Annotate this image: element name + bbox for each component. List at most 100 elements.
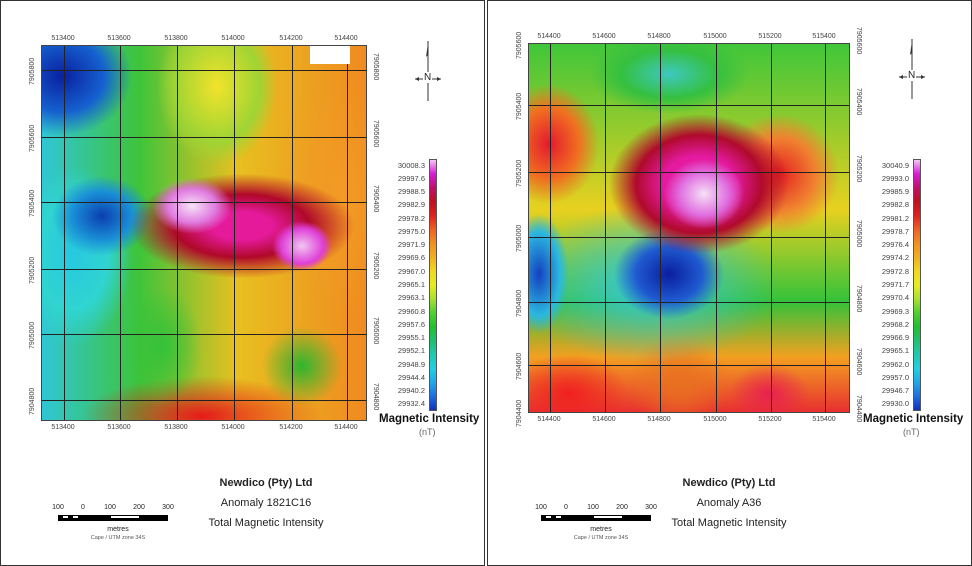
legend-value: 29982.9 [397, 200, 425, 210]
scale-tick-label: 100 [52, 504, 64, 511]
map-title: Newdico (Pty) Ltd Anomaly A36 Total Magn… [599, 473, 859, 533]
x-tick-label-bottom: 514000 [221, 424, 245, 431]
no-data-area [310, 46, 350, 64]
legend-value: 29946.7 [881, 386, 909, 396]
scale-bar-segment [63, 516, 68, 518]
x-tick-label-bottom: 513400 [51, 424, 75, 431]
scale-bar-graphic [541, 515, 651, 521]
scale-tick-label: 100 [104, 504, 116, 511]
y-tick-label-left: 7904600 [516, 352, 523, 380]
legend-value: 29948.9 [397, 359, 425, 369]
projection-label: Cape / UTM zone 34S [573, 535, 629, 541]
anomaly-name: Anomaly A36 [696, 497, 762, 509]
legend-value: 29968.2 [881, 319, 909, 329]
scale-tick-label: 100 [587, 504, 599, 511]
legend-value: 29985.9 [881, 187, 909, 197]
map-panel-right: 514400 514400 514600 514600 514800 514800 5150… [487, 0, 972, 566]
x-tick-label-top: 514600 [592, 33, 616, 40]
scale-bar-segment [556, 516, 561, 518]
magnetic-intensity-map [41, 45, 367, 421]
x-tick-label-top: 513800 [164, 35, 188, 42]
legend-value: 29932.4 [397, 399, 425, 409]
grid-line-horizontal [529, 172, 849, 173]
x-tick-label-bottom: 515000 [703, 416, 727, 423]
y-tick-label-left: 7905200 [29, 256, 36, 284]
grid-line-vertical [605, 44, 606, 412]
legend-value: 29970.4 [881, 293, 909, 303]
legend-title: Magnetic Intensity [379, 413, 480, 425]
legend-value: 29957.0 [881, 372, 909, 382]
x-tick-label-bottom: 514800 [647, 416, 671, 423]
grid-line-horizontal [42, 400, 366, 401]
y-tick-label-right: 7905600 [372, 120, 379, 148]
grid-line-horizontal [42, 137, 366, 138]
y-tick-label-right: 7905600 [855, 27, 862, 55]
x-tick-label-top: 513600 [107, 35, 131, 42]
grid-line-horizontal [42, 334, 366, 335]
x-tick-label-top: 514200 [279, 35, 303, 42]
y-tick-label-left: 7905400 [516, 92, 523, 120]
x-tick-label-bottom: 514400 [334, 424, 358, 431]
legend-title: Magnetic Intensity [863, 413, 964, 425]
legend-value: 29982.8 [881, 200, 909, 210]
x-tick-label-bottom: 513800 [164, 424, 188, 431]
grid-line-vertical [120, 46, 121, 420]
grid-line-horizontal [42, 70, 366, 71]
x-tick-label-bottom: 513600 [107, 424, 131, 431]
scale-tick-label: 100 [535, 504, 547, 511]
x-tick-label-bottom: 515200 [758, 416, 782, 423]
grid-line-vertical [716, 44, 717, 412]
scale-bar-segment [73, 516, 78, 518]
company-name: Newdico (Pty) Ltd [682, 477, 776, 489]
legend-value: 29993.0 [881, 173, 909, 183]
legend-value: 29997.6 [397, 173, 425, 183]
scale-bar: 100 0 100 200 300 metres Cape / UTM zone 34S [52, 504, 183, 549]
x-tick-label-bottom: 514600 [592, 416, 616, 423]
legend-value: 29967.0 [397, 266, 425, 276]
map-subtitle: Total Magnetic Intensity [208, 517, 324, 529]
grid-line-horizontal [529, 365, 849, 366]
grid-line-vertical [825, 44, 826, 412]
scale-tick-label: 0 [81, 504, 85, 511]
grid-line-vertical [660, 44, 661, 412]
scale-tick-label: 0 [564, 504, 568, 511]
legend-value: 29944.4 [397, 372, 425, 382]
grid-line-horizontal [42, 269, 366, 270]
scale-unit: metres [107, 526, 129, 533]
grid-line-horizontal [42, 202, 366, 203]
y-tick-label-left: 7905800 [29, 57, 36, 85]
legend-value: 29972.8 [881, 266, 909, 276]
legend-unit: (nT) [419, 427, 436, 437]
legend-value: 29955.1 [397, 333, 425, 343]
x-tick-label-top: 513400 [51, 35, 75, 42]
projection-label: Cape / UTM zone 34S [90, 535, 146, 541]
legend-unit: (nT) [903, 427, 920, 437]
legend-value: 30040.9 [881, 160, 909, 170]
legend-value: 29976.4 [881, 240, 909, 250]
y-tick-label-left: 7904400 [516, 399, 523, 427]
scale-bar-segment [546, 516, 551, 518]
scale-tick-label: 300 [645, 504, 657, 511]
map-panel-left: 513400 513400 513600 513600 513800 513800 5140… [0, 0, 485, 566]
grid-line-vertical [771, 44, 772, 412]
legend-color-bar [913, 159, 921, 411]
x-tick-label-top: 515400 [812, 33, 836, 40]
x-tick-label-bottom: 514400 [537, 416, 561, 423]
legend-value: 29930.0 [881, 399, 909, 409]
legend-value: 29940.2 [397, 386, 425, 396]
legend-value: 29965.1 [881, 346, 909, 356]
y-tick-label-right: 7905400 [855, 88, 862, 116]
map-subtitle: Total Magnetic Intensity [671, 517, 787, 529]
north-label: N [423, 72, 433, 83]
legend-value: 29957.6 [397, 319, 425, 329]
legend-value: 30008.3 [397, 160, 425, 170]
x-tick-label-bottom: 515400 [812, 416, 836, 423]
legend-value: 29962.0 [881, 359, 909, 369]
y-tick-label-left: 7905200 [516, 159, 523, 187]
scale-tick-label: 300 [162, 504, 174, 511]
grid-line-horizontal [529, 302, 849, 303]
north-arrow-icon: N [413, 41, 443, 101]
grid-line-vertical [64, 46, 65, 420]
legend-value: 29963.1 [397, 293, 425, 303]
grid-line-horizontal [529, 105, 849, 106]
